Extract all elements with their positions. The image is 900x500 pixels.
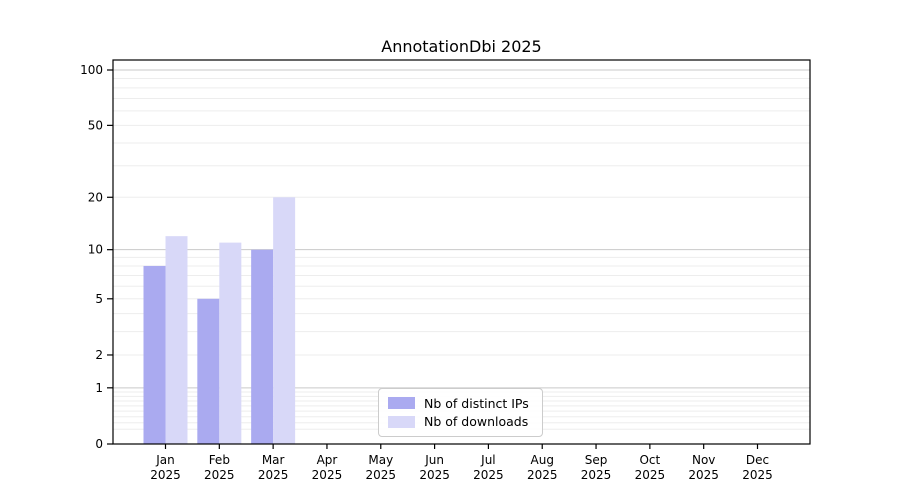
y-tick-label: 50 bbox=[88, 118, 103, 132]
y-tick-label: 5 bbox=[95, 292, 103, 306]
x-tick-label-month: Mar bbox=[262, 453, 285, 467]
x-tick-label-year: 2025 bbox=[312, 468, 343, 482]
x-tick-label-year: 2025 bbox=[365, 468, 396, 482]
x-tick-label-year: 2025 bbox=[581, 468, 612, 482]
bar-distinct-ips-Jan bbox=[143, 265, 166, 444]
x-tick-label-month: Jul bbox=[480, 453, 495, 467]
x-tick-label-year: 2025 bbox=[419, 468, 450, 482]
x-tick-label-month: Apr bbox=[317, 453, 338, 467]
y-tick-label: 100 bbox=[80, 63, 103, 77]
bar-distinct-ips-Mar bbox=[251, 249, 274, 444]
legend-swatch-downloads bbox=[388, 415, 415, 428]
x-tick-label-month: Jan bbox=[155, 453, 175, 467]
legend: Nb of distinct IPs Nb of downloads bbox=[378, 388, 543, 437]
plot-border bbox=[112, 59, 811, 445]
y-tick-label: 1 bbox=[95, 381, 103, 395]
bar-distinct-ips-Feb bbox=[197, 298, 220, 444]
bar-downloads-Feb bbox=[219, 242, 242, 444]
x-tick-label-year: 2025 bbox=[258, 468, 289, 482]
legend-label-downloads: Nb of downloads bbox=[424, 414, 529, 430]
x-tick-label-month: Feb bbox=[209, 453, 230, 467]
x-tick-label-month: Sep bbox=[585, 453, 608, 467]
y-tick-label: 20 bbox=[88, 190, 103, 204]
x-tick-label-year: 2025 bbox=[742, 468, 773, 482]
legend-swatch-distinct-ips bbox=[388, 397, 415, 410]
x-tick-label-year: 2025 bbox=[204, 468, 235, 482]
x-tick-label-month: May bbox=[368, 453, 393, 467]
x-tick-label-month: Dec bbox=[746, 453, 769, 467]
y-tick-label: 2 bbox=[95, 348, 103, 362]
x-tick-label-month: Jun bbox=[424, 453, 444, 467]
legend-label-distinct-ips: Nb of distinct IPs bbox=[424, 395, 529, 411]
bar-downloads-Jan bbox=[165, 236, 188, 444]
legend-item-distinct-ips: Nb of distinct IPs bbox=[388, 394, 531, 412]
x-tick-label-year: 2025 bbox=[473, 468, 504, 482]
x-tick-label-year: 2025 bbox=[635, 468, 666, 482]
bar-downloads-Mar bbox=[273, 197, 296, 444]
x-tick-label-year: 2025 bbox=[150, 468, 181, 482]
x-tick-label-month: Nov bbox=[692, 453, 715, 467]
y-tick-label: 0 bbox=[95, 437, 103, 451]
x-tick-label-month: Oct bbox=[639, 453, 660, 467]
x-tick-label-year: 2025 bbox=[688, 468, 719, 482]
x-tick-label-year: 2025 bbox=[527, 468, 558, 482]
y-tick-label: 10 bbox=[88, 243, 103, 257]
legend-item-downloads: Nb of downloads bbox=[388, 413, 531, 431]
x-tick-label-month: Aug bbox=[531, 453, 554, 467]
chart-title: AnnotationDbi 2025 bbox=[381, 37, 542, 56]
